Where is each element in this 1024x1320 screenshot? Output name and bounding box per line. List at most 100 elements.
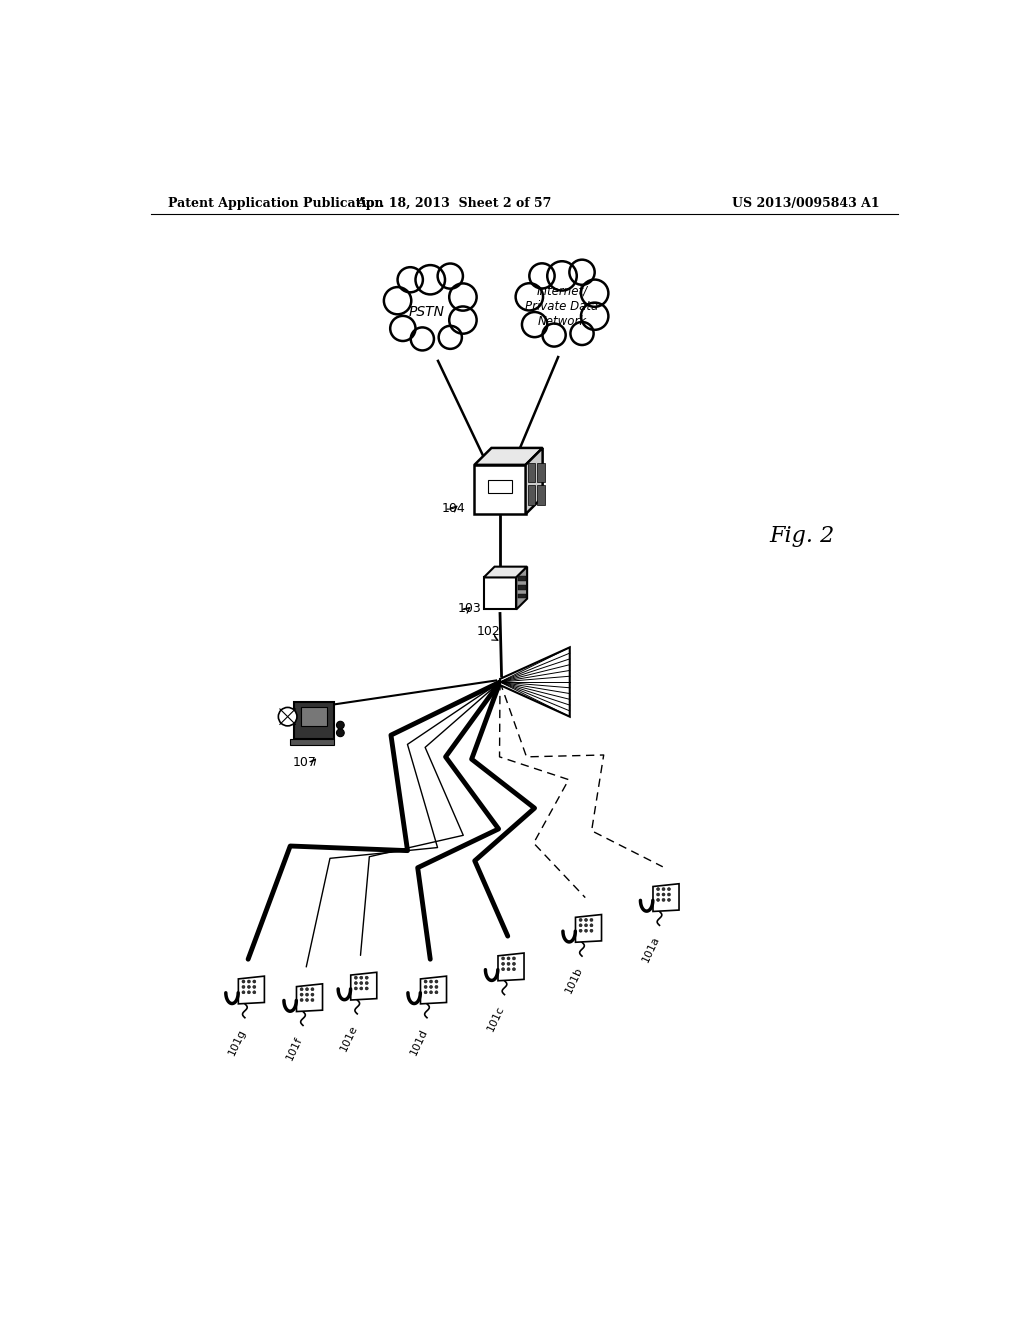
Circle shape [359, 982, 362, 985]
Circle shape [248, 979, 251, 983]
Circle shape [366, 987, 369, 990]
Circle shape [507, 968, 510, 970]
Circle shape [366, 982, 369, 985]
Text: PSTN: PSTN [409, 305, 444, 319]
Circle shape [585, 929, 588, 932]
Text: Fig. 2: Fig. 2 [770, 525, 835, 546]
Circle shape [311, 987, 314, 991]
Circle shape [581, 280, 608, 306]
Circle shape [435, 985, 438, 989]
Circle shape [337, 729, 344, 737]
Circle shape [435, 979, 438, 983]
Circle shape [450, 284, 476, 310]
Polygon shape [518, 576, 526, 581]
Circle shape [662, 892, 665, 896]
Circle shape [437, 264, 463, 289]
Circle shape [581, 302, 608, 330]
Circle shape [311, 993, 314, 997]
Circle shape [397, 267, 423, 292]
Polygon shape [239, 977, 264, 1003]
Text: Patent Application Publication: Patent Application Publication [168, 197, 384, 210]
Circle shape [502, 957, 505, 960]
Text: 102: 102 [476, 626, 501, 639]
Circle shape [300, 998, 303, 1002]
Circle shape [435, 991, 438, 994]
Polygon shape [483, 577, 516, 610]
Polygon shape [538, 462, 545, 482]
Circle shape [662, 887, 665, 891]
Text: 101a: 101a [641, 935, 662, 964]
Circle shape [656, 892, 659, 896]
Circle shape [253, 979, 256, 983]
Circle shape [590, 924, 593, 927]
Circle shape [585, 924, 588, 927]
Circle shape [656, 899, 659, 902]
Circle shape [438, 326, 462, 348]
Polygon shape [474, 465, 525, 515]
Text: 103: 103 [458, 602, 481, 615]
Circle shape [579, 919, 583, 921]
Polygon shape [483, 566, 527, 577]
Circle shape [242, 979, 245, 983]
Circle shape [248, 991, 251, 994]
Text: 101g: 101g [226, 1027, 248, 1057]
Circle shape [450, 306, 476, 334]
Circle shape [668, 892, 671, 896]
Circle shape [300, 987, 303, 991]
Circle shape [529, 263, 555, 289]
Bar [290, 739, 334, 744]
Circle shape [516, 284, 543, 310]
Circle shape [429, 985, 432, 989]
Polygon shape [421, 977, 446, 1003]
Circle shape [429, 991, 432, 994]
Text: 107: 107 [293, 756, 316, 770]
Circle shape [424, 985, 427, 989]
Circle shape [242, 985, 245, 989]
Circle shape [305, 993, 308, 997]
Text: 101f: 101f [285, 1035, 304, 1061]
Circle shape [311, 998, 314, 1002]
Circle shape [502, 968, 505, 970]
Circle shape [390, 315, 416, 341]
Text: 101c: 101c [486, 1003, 507, 1032]
Bar [301, 708, 327, 726]
Polygon shape [518, 585, 526, 590]
Circle shape [305, 998, 308, 1002]
Circle shape [512, 968, 515, 970]
Text: 101b: 101b [563, 965, 585, 995]
Circle shape [668, 899, 671, 902]
Circle shape [579, 924, 583, 927]
Polygon shape [518, 594, 526, 598]
Bar [488, 480, 512, 492]
Circle shape [424, 979, 427, 983]
Text: 101d: 101d [409, 1027, 429, 1057]
Circle shape [590, 919, 593, 921]
Circle shape [590, 929, 593, 932]
Polygon shape [653, 884, 679, 911]
Circle shape [512, 957, 515, 960]
Polygon shape [528, 486, 536, 506]
Polygon shape [474, 447, 543, 465]
Circle shape [547, 261, 577, 290]
Circle shape [579, 929, 583, 932]
Circle shape [300, 993, 303, 997]
Text: 104: 104 [442, 502, 466, 515]
Bar [294, 702, 334, 739]
Circle shape [359, 975, 362, 979]
Circle shape [570, 322, 594, 345]
Polygon shape [516, 566, 527, 610]
Circle shape [656, 887, 659, 891]
Circle shape [384, 286, 412, 314]
Circle shape [279, 708, 297, 726]
Circle shape [585, 919, 588, 921]
Circle shape [305, 987, 308, 991]
Polygon shape [528, 462, 536, 482]
Polygon shape [538, 486, 545, 506]
Polygon shape [351, 973, 377, 1001]
Circle shape [354, 982, 357, 985]
Circle shape [359, 987, 362, 990]
Circle shape [522, 312, 547, 337]
Circle shape [668, 887, 671, 891]
Polygon shape [575, 915, 601, 942]
Circle shape [253, 985, 256, 989]
